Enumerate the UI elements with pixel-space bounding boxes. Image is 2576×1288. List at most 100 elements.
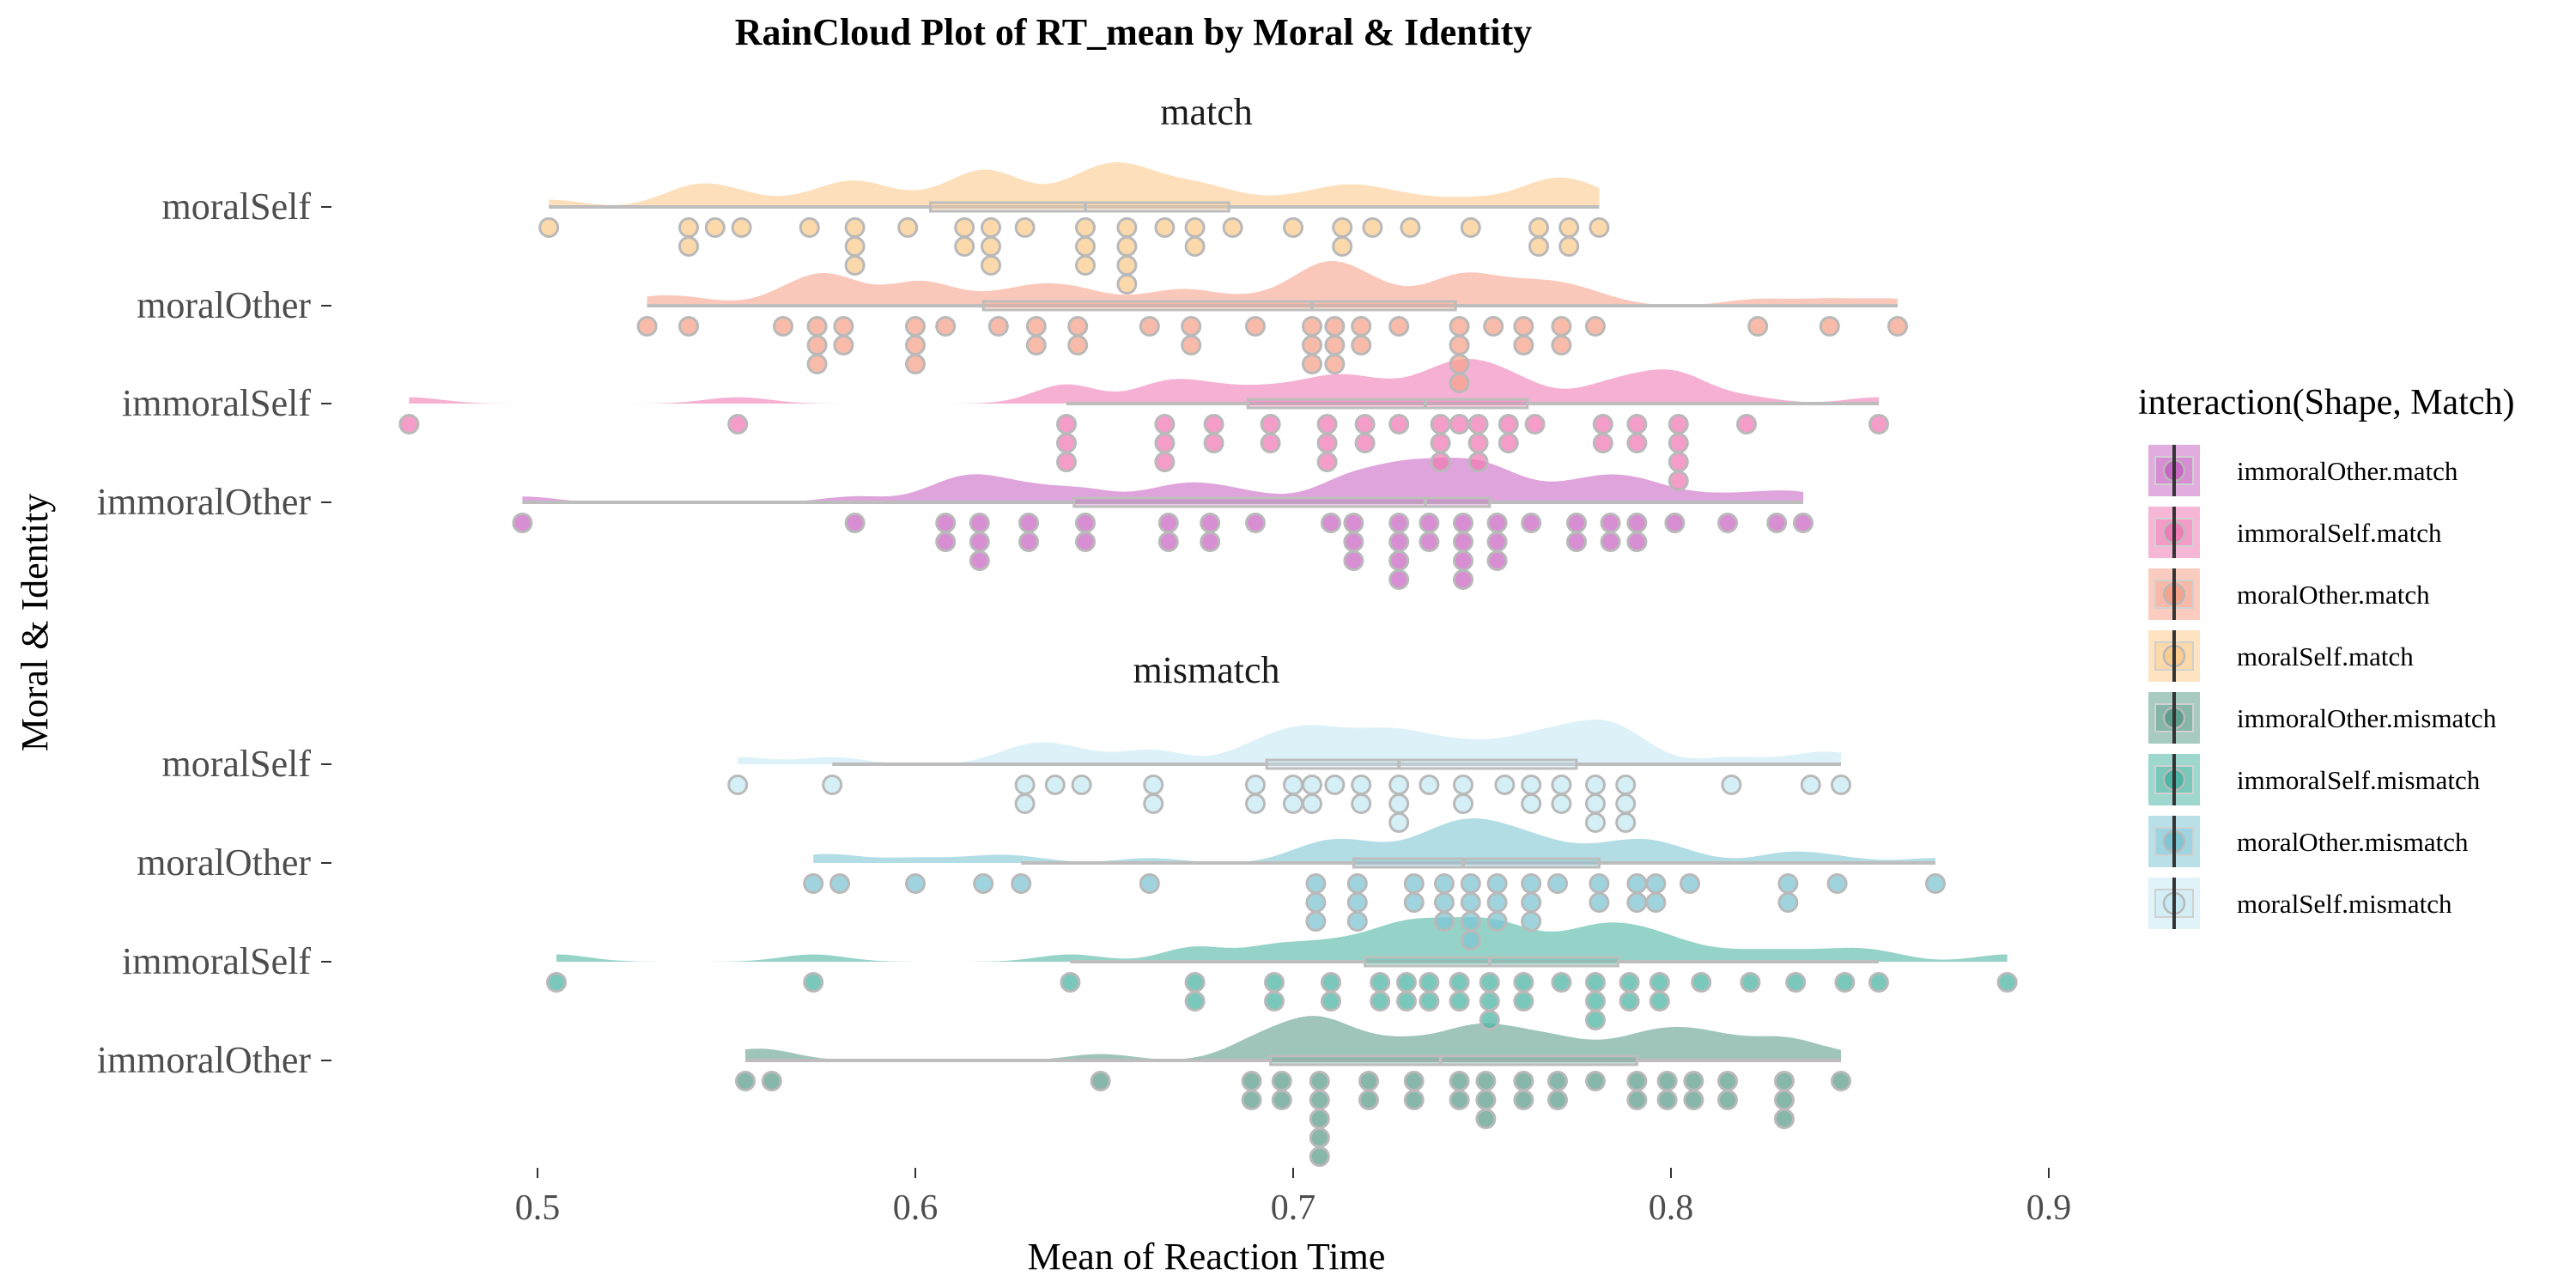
data-point	[1467, 433, 1489, 453]
data-point	[803, 972, 824, 993]
data-point	[1075, 255, 1096, 276]
data-point	[1589, 873, 1610, 894]
data-point	[1717, 1090, 1738, 1110]
data-point	[1388, 775, 1410, 795]
data-point	[1316, 452, 1338, 472]
data-point	[1362, 217, 1383, 238]
data-point	[1283, 793, 1303, 814]
data-point	[1475, 1109, 1497, 1129]
data-point	[1483, 316, 1504, 337]
data-point	[1774, 1109, 1795, 1129]
data-point	[1475, 1071, 1497, 1091]
data-point	[1521, 513, 1542, 533]
legend-label: immoralSelf.match	[2237, 518, 2442, 548]
data-point	[803, 873, 824, 894]
data-point	[678, 217, 699, 238]
data-point	[1403, 1071, 1425, 1091]
data-point	[935, 532, 957, 552]
data-point	[1551, 793, 1572, 814]
y-tick-moralSelf-mismatch: moralSelf	[161, 743, 331, 785]
data-point	[1056, 452, 1077, 472]
cloud-immoralSelf-mismatch	[556, 917, 2008, 962]
data-point	[1486, 911, 1508, 932]
group-moralOther-match	[636, 261, 1908, 393]
data-point	[1453, 550, 1473, 571]
x-tick-label: 0.5	[515, 1188, 561, 1228]
cloud-moralOther-match	[647, 261, 1898, 306]
x-axis: 0.5 0.6 0.7 0.8 0.9	[515, 1168, 2072, 1228]
data-point	[1184, 972, 1206, 993]
data-point	[1271, 1071, 1292, 1091]
data-point	[1566, 532, 1587, 552]
data-point	[1430, 452, 1451, 472]
data-point	[1388, 812, 1410, 833]
group-moralSelf-match	[538, 162, 1610, 295]
data-point	[1592, 414, 1613, 434]
x-tick-label: 0.6	[893, 1188, 939, 1228]
data-point	[1116, 217, 1138, 238]
data-point	[1626, 873, 1648, 894]
data-point	[1460, 930, 1481, 951]
x-tick-0: 0.5	[515, 1168, 561, 1228]
box-immoralOther-match	[1072, 496, 1492, 508]
y-tick-label: immoralOther	[97, 481, 312, 523]
data-point	[1354, 433, 1376, 453]
data-point	[1316, 414, 1338, 434]
data-point	[1740, 972, 1761, 993]
data-point	[1528, 236, 1549, 257]
data-point	[1589, 217, 1610, 238]
data-point	[727, 775, 749, 795]
data-point	[1486, 532, 1508, 552]
data-point	[1139, 316, 1160, 337]
data-point	[1241, 1071, 1262, 1091]
data-point	[1283, 217, 1303, 238]
data-point	[844, 255, 866, 276]
data-point	[1419, 513, 1440, 533]
data-point	[1585, 812, 1606, 833]
data-point	[1351, 775, 1372, 795]
data-point	[1260, 414, 1281, 434]
data-point	[1668, 471, 1689, 491]
data-point	[704, 217, 726, 238]
data-point	[1460, 911, 1481, 932]
box-moralOther-mismatch	[1352, 857, 1601, 869]
y-tick-immoralSelf-match: immoralSelf	[122, 382, 331, 424]
group-immoralOther-mismatch	[735, 1016, 1851, 1167]
data-point	[512, 513, 533, 533]
data-point	[1449, 972, 1470, 993]
y-tick-moralOther-mismatch: moralOther	[137, 841, 331, 884]
data-point	[1668, 433, 1689, 453]
data-point	[1831, 775, 1851, 795]
data-point	[905, 354, 926, 374]
data-point	[1358, 1090, 1379, 1110]
data-point	[1056, 414, 1077, 434]
data-point	[1486, 873, 1508, 894]
data-point	[1449, 991, 1470, 1012]
data-point	[1060, 972, 1081, 993]
data-point	[1800, 775, 1821, 795]
x-tick-label: 0.9	[2026, 1188, 2072, 1228]
data-point	[1203, 414, 1224, 434]
data-point	[1090, 1071, 1111, 1091]
data-point	[1528, 217, 1549, 238]
data-point	[1592, 433, 1613, 453]
data-point	[1626, 892, 1648, 913]
box-immoralSelf-match	[1246, 398, 1529, 410]
box-immoralSelf-mismatch	[1364, 956, 1619, 968]
data-point	[1558, 217, 1580, 238]
y-tick-moralOther-match: moralOther	[137, 284, 331, 326]
legend-item-moralOther-match: moralOther.match	[2148, 568, 2430, 620]
data-point	[1585, 316, 1606, 337]
data-point	[1116, 255, 1138, 276]
y-tick-immoralOther-mismatch: immoralOther	[97, 1039, 331, 1081]
data-point	[1419, 532, 1440, 552]
y-tick-immoralOther-match: immoralOther	[97, 481, 331, 523]
data-point	[1075, 236, 1096, 257]
data-point	[1018, 513, 1039, 533]
legend-item-moralOther-mismatch: moralOther.mismatch	[2148, 816, 2469, 867]
group-moralSelf-mismatch	[727, 720, 1851, 833]
data-point	[1513, 1071, 1534, 1091]
data-point	[1449, 1090, 1470, 1110]
data-point	[1305, 892, 1327, 913]
data-point	[1434, 892, 1455, 913]
